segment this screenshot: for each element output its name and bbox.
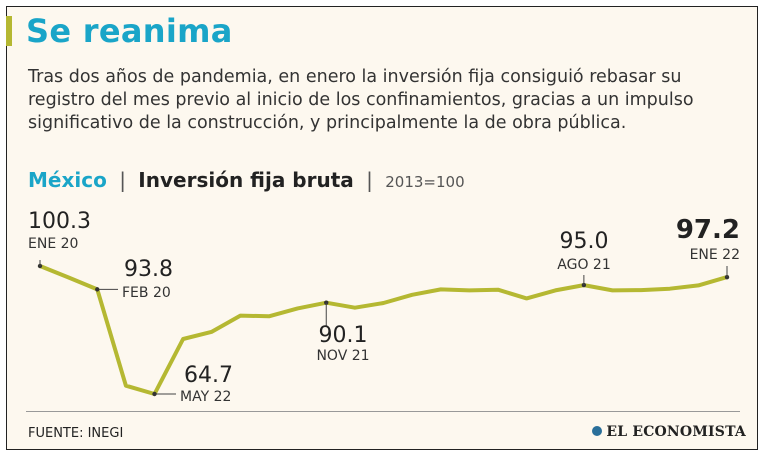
data-point (639, 288, 643, 292)
data-label-period: ENE 22 (690, 247, 740, 263)
data-label-period: FEB 20 (122, 285, 171, 301)
publisher-logo: EL ECONOMISTA (592, 424, 746, 440)
chart-country: México (28, 168, 107, 192)
logo-text: EL ECONOMISTA (606, 424, 746, 440)
annotation-dot (152, 391, 157, 397)
data-point (696, 283, 700, 288)
data-point (353, 306, 357, 310)
data-point (410, 293, 414, 297)
data-label-period: NOV 21 (316, 348, 369, 364)
data-point (439, 287, 443, 291)
page-subtitle: Tras dos años de pandemia, en enero la i… (28, 67, 694, 133)
page-title: Se reanima (26, 12, 233, 50)
data-label-value: 100.3 (28, 209, 91, 234)
data-point (210, 330, 214, 334)
chart-heading-separator-2: | (366, 168, 373, 192)
data-point (181, 337, 185, 341)
annotation-dot (324, 300, 329, 305)
data-label-period: AGO 21 (557, 257, 610, 273)
data-point (238, 314, 242, 318)
data-label-period: MAY 22 (180, 389, 231, 405)
data-label-period: ENE 20 (28, 236, 78, 252)
data-point (296, 306, 300, 311)
data-label-value: 64.7 (184, 363, 233, 388)
data-label-value: 95.0 (560, 229, 609, 254)
data-point (267, 314, 271, 318)
infographic-frame (6, 6, 758, 450)
data-point (553, 288, 557, 293)
footer-divider (26, 411, 740, 412)
data-point (124, 384, 128, 388)
data-point (525, 296, 529, 300)
logo-mark-icon (592, 426, 603, 436)
chart-base-label: 2013=100 (385, 173, 465, 191)
data-point (610, 288, 615, 293)
data-label-value: 93.8 (124, 257, 173, 282)
chart-heading-separator: | (119, 168, 126, 192)
annotation-dot (95, 287, 100, 292)
chart-series-title: Inversión fija bruta (138, 168, 354, 192)
data-point (467, 288, 471, 293)
data-label-value: 97.2 (676, 215, 740, 245)
data-label-value: 90.1 (319, 323, 368, 348)
chart-heading: México | Inversión fija bruta | 2013=100 (28, 168, 465, 192)
data-point (381, 301, 386, 305)
source-note: FUENTE: INEGI (28, 426, 124, 441)
title-accent-bar (6, 16, 12, 46)
data-point (668, 287, 672, 291)
data-point (496, 288, 500, 292)
data-point (67, 275, 71, 280)
